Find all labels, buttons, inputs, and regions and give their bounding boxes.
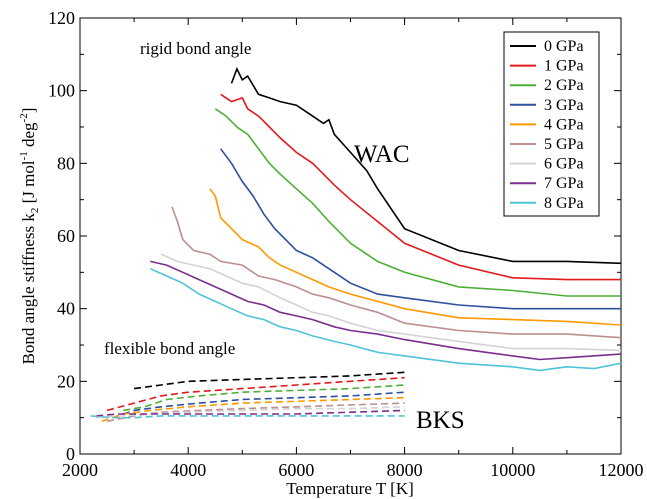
legend-label: 8 GPa — [544, 195, 584, 212]
legend-label: 7 GPa — [544, 175, 584, 192]
y-axis-units-exp1: -1 — [18, 151, 30, 160]
legend-label: 4 GPa — [544, 116, 584, 133]
y-tick-label: 80 — [57, 153, 75, 173]
bks-series-line-2 — [123, 384, 405, 412]
bks-series-line-1 — [106, 376, 405, 412]
y-axis-units-mid: deg — [19, 122, 38, 151]
series-layer — [90, 66, 622, 423]
y-tick-label: 0 — [66, 444, 75, 464]
wac-series-line-0 — [230, 66, 622, 265]
bks-series-line-0 — [133, 371, 405, 390]
x-axis-title: Temperature T [K] — [286, 479, 414, 498]
y-tick-label: 60 — [57, 226, 75, 246]
legend-label: 0 GPa — [544, 38, 584, 55]
bks-series-line-3 — [112, 391, 405, 419]
wac-series-line-5 — [171, 206, 622, 339]
flexible-annotation: flexible bond angle — [104, 339, 235, 358]
y-axis-title-sub: 2 — [29, 208, 41, 214]
y-tick-label: 100 — [48, 81, 75, 101]
y-tick-label: 40 — [57, 299, 75, 319]
x-tick-label: 10000 — [490, 460, 535, 480]
wac-series-line-2 — [214, 108, 621, 297]
bks-series-line-7 — [96, 409, 405, 417]
wac-series-line-3 — [220, 148, 621, 310]
bks-series-line-8 — [90, 415, 405, 419]
wac-series-line-6 — [160, 253, 622, 352]
x-tick-label: 12000 — [599, 460, 644, 480]
y-axis-units-post: ] — [19, 108, 38, 114]
y-axis-units-exp2: -2 — [18, 113, 30, 122]
y-axis-title-main: Bond angle stiffness k — [19, 213, 38, 365]
y-tick-label: 120 — [48, 8, 75, 28]
bks-series-line-6 — [96, 406, 405, 419]
x-tick-label: 2000 — [62, 460, 98, 480]
y-axis-units-pre: [J mol — [19, 160, 38, 203]
rigid-annotation: rigid bond angle — [140, 39, 251, 58]
x-tick-label: 6000 — [278, 460, 314, 480]
x-tick-label: 4000 — [170, 460, 206, 480]
legend-label: 5 GPa — [544, 136, 584, 153]
axis-ticks: 2000 4000 6000 8000 10000 12000 0 20 40 60 80 100 12… — [48, 8, 644, 480]
y-tick-label: 20 — [57, 371, 75, 391]
wac-series-line-7 — [150, 260, 622, 361]
wac-series-line-1 — [220, 93, 621, 281]
wac-series-line-4 — [209, 188, 622, 326]
legend-label: 3 GPa — [544, 97, 584, 114]
legend: 0 GPa 1 GPa 2 GPa 3 GPa 4 GPa 5 GPa 6 GPa 7 GPa… — [503, 31, 600, 217]
wac-annotation: WAC — [354, 141, 410, 168]
legend-label: 1 GPa — [544, 58, 584, 75]
bks-series-line-5 — [106, 402, 405, 423]
wac-series-line-8 — [149, 267, 622, 372]
bks-annotation: BKS — [416, 407, 465, 434]
legend-label: 6 GPa — [544, 156, 584, 173]
y-axis-title: Bond angle stiffness k2 [J mol-1 deg-2] — [18, 108, 41, 365]
bks-series-line-4 — [101, 396, 405, 423]
x-tick-label: 8000 — [387, 460, 423, 480]
legend-label: 2 GPa — [544, 77, 584, 94]
